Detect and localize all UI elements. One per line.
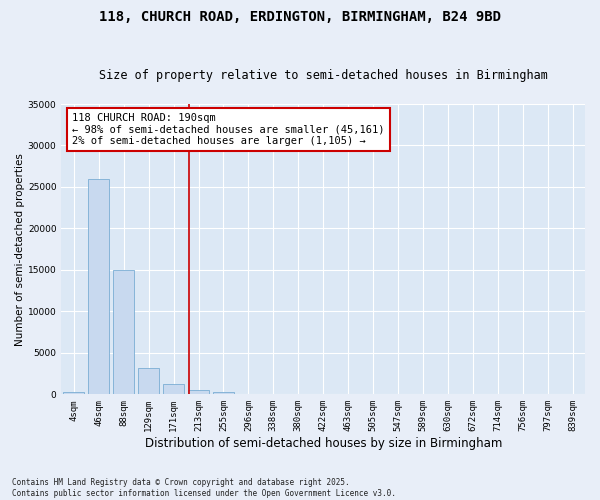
Bar: [188, 390, 209, 394]
Text: 118 CHURCH ROAD: 190sqm
← 98% of semi-detached houses are smaller (45,161)
2% of: 118 CHURCH ROAD: 190sqm ← 98% of semi-de…: [72, 112, 385, 146]
Bar: [63, 392, 85, 394]
Text: 118, CHURCH ROAD, ERDINGTON, BIRMINGHAM, B24 9BD: 118, CHURCH ROAD, ERDINGTON, BIRMINGHAM,…: [99, 10, 501, 24]
Y-axis label: Number of semi-detached properties: Number of semi-detached properties: [15, 152, 25, 346]
X-axis label: Distribution of semi-detached houses by size in Birmingham: Distribution of semi-detached houses by …: [145, 437, 502, 450]
Text: Contains HM Land Registry data © Crown copyright and database right 2025.
Contai: Contains HM Land Registry data © Crown c…: [12, 478, 396, 498]
Bar: [88, 178, 109, 394]
Bar: [138, 368, 159, 394]
Bar: [163, 384, 184, 394]
Bar: [213, 392, 234, 394]
Bar: [113, 270, 134, 394]
Title: Size of property relative to semi-detached houses in Birmingham: Size of property relative to semi-detach…: [99, 69, 548, 82]
